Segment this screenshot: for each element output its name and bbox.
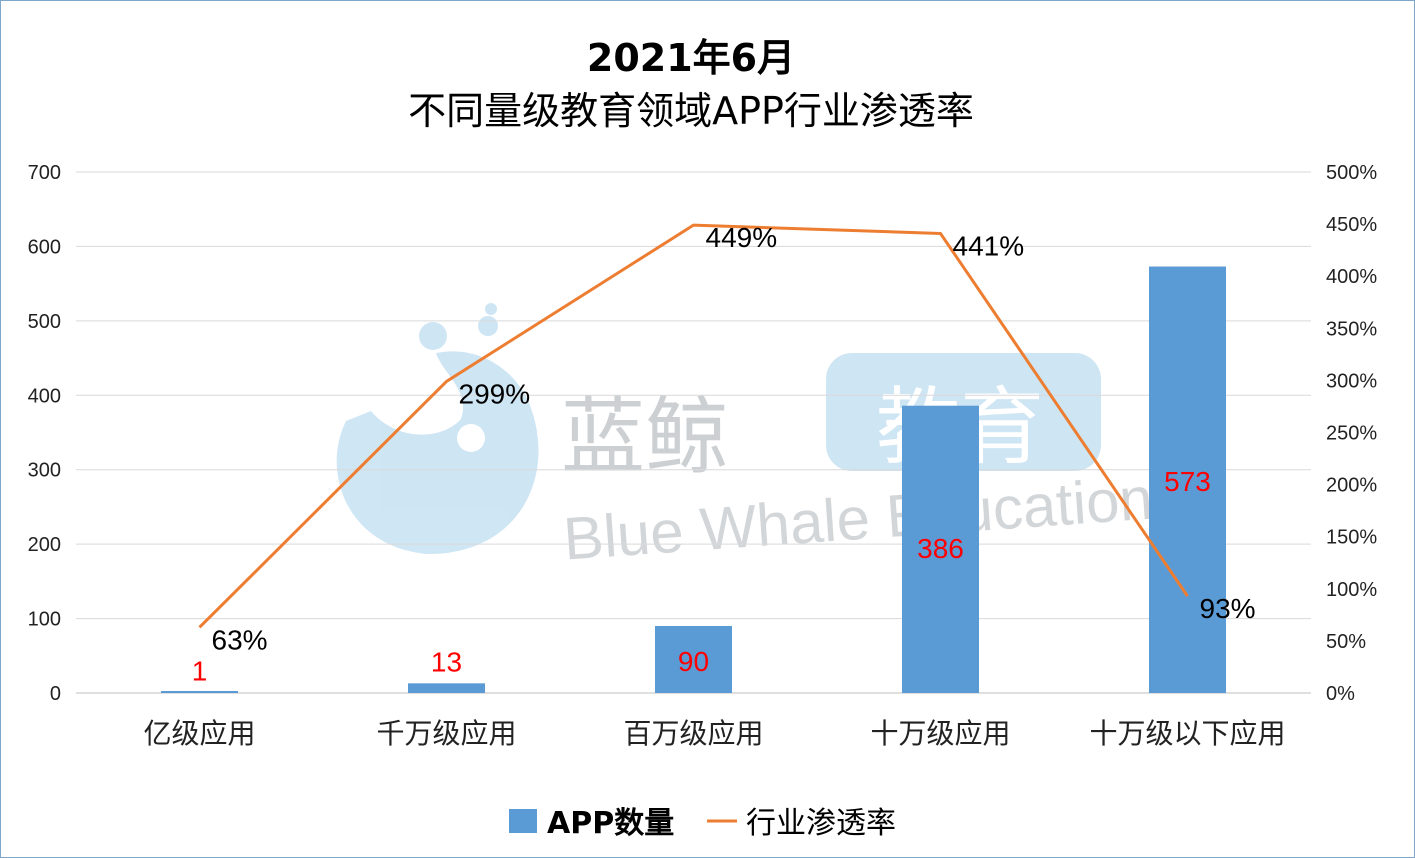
chart-title-line1: 2021年6月 bbox=[587, 36, 795, 80]
y-right-tick-label: 50% bbox=[1326, 631, 1366, 653]
y-right-tick-label: 300% bbox=[1326, 370, 1377, 392]
bar bbox=[161, 691, 238, 693]
y-left-tick-label: 400 bbox=[28, 385, 61, 407]
bar-data-label: 90 bbox=[678, 646, 709, 677]
line-data-label: 449% bbox=[706, 222, 778, 253]
y-left-tick-label: 200 bbox=[28, 534, 61, 556]
bar bbox=[655, 626, 732, 693]
line-data-label: 441% bbox=[953, 230, 1025, 261]
line-data-labels: 63% 299% 449% 441% 93% bbox=[212, 222, 1256, 655]
y-left-tick-label: 0 bbox=[50, 683, 61, 705]
chart-title-line2: 不同量级教育领域APP行业渗透率 bbox=[408, 89, 974, 133]
y-left-tick-label: 100 bbox=[28, 609, 61, 631]
x-category-label: 百万级应用 bbox=[623, 717, 763, 750]
y-left-tick-label: 700 bbox=[28, 162, 61, 184]
bar-data-labels: 1 13 90 386 573 bbox=[192, 466, 1211, 686]
legend-swatch-app-count bbox=[509, 809, 537, 833]
bar bbox=[408, 683, 485, 693]
bar-data-label: 1 bbox=[192, 655, 208, 686]
bar bbox=[1149, 266, 1226, 693]
y-left-tick-label: 600 bbox=[28, 236, 61, 258]
watermark-logo: 蓝鲸 教育 Blue Whale Education bbox=[336, 303, 1155, 573]
legend-label-app-count: APP数量 bbox=[547, 806, 674, 841]
line-path bbox=[198, 223, 1189, 629]
line-data-label: 63% bbox=[212, 624, 268, 655]
y-right-tick-label: 350% bbox=[1326, 318, 1377, 340]
bar-series-app-count bbox=[161, 266, 1226, 693]
whale-eye-icon bbox=[457, 424, 485, 452]
y-right-tick-label: 400% bbox=[1326, 266, 1377, 288]
y-right-tick-label: 150% bbox=[1326, 527, 1377, 549]
y-right-tick-label: 100% bbox=[1326, 579, 1377, 601]
y-right-tick-label: 0% bbox=[1326, 683, 1355, 705]
bar bbox=[902, 405, 979, 693]
line-data-label: 299% bbox=[459, 378, 531, 409]
legend-label-penetration: 行业渗透率 bbox=[746, 806, 896, 841]
y-axis-left: 0 100 200 300 400 500 600 700 bbox=[28, 162, 61, 705]
y-axis-right: 0% 50% 100% 150% 200% 250% 300% 350% 400% 450% 500… bbox=[1326, 162, 1377, 705]
x-category-label: 十万级以下应用 bbox=[1089, 717, 1285, 750]
y-right-tick-label: 450% bbox=[1326, 214, 1377, 236]
y-right-tick-label: 200% bbox=[1326, 475, 1377, 497]
y-left-tick-label: 500 bbox=[28, 311, 61, 333]
bar-data-label: 573 bbox=[1164, 466, 1211, 497]
x-category-label: 十万级应用 bbox=[870, 717, 1010, 750]
bar-data-label: 13 bbox=[431, 646, 462, 677]
y-left-tick-label: 300 bbox=[28, 460, 61, 482]
whale-logo-icon bbox=[336, 351, 539, 555]
y-right-tick-label: 250% bbox=[1326, 423, 1377, 445]
x-axis: 亿级应用 千万级应用 百万级应用 十万级应用 十万级以下应用 bbox=[143, 717, 1285, 750]
chart-legend: APP数量 行业渗透率 bbox=[509, 806, 896, 841]
line-data-label: 93% bbox=[1200, 593, 1256, 624]
bar-data-label: 386 bbox=[917, 533, 964, 564]
line-series-penetration bbox=[198, 223, 1189, 629]
x-category-label: 千万级应用 bbox=[376, 717, 516, 750]
x-category-label: 亿级应用 bbox=[143, 717, 255, 750]
watermark-text-cn1: 蓝鲸 bbox=[561, 388, 729, 486]
y-right-tick-label: 500% bbox=[1326, 162, 1377, 184]
